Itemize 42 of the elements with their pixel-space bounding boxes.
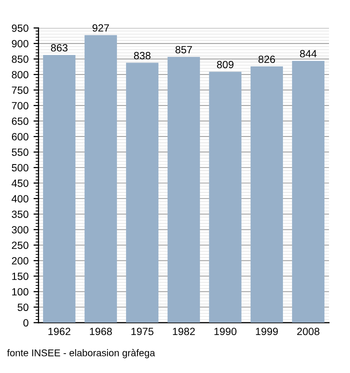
- x-tick-label: 1982: [172, 328, 195, 336]
- y-tick-label: 400: [12, 195, 28, 202]
- y-tick-label: 600: [12, 133, 28, 140]
- bar: [168, 56, 200, 323]
- data-label: 826: [258, 56, 275, 63]
- y-tick-label: 800: [12, 71, 28, 78]
- data-label: 863: [51, 44, 68, 52]
- source-note: fonte INSEE - elaborasion gràfega: [7, 349, 156, 358]
- data-label: 927: [92, 24, 109, 32]
- y-tick-label: 300: [12, 226, 28, 234]
- x-tick-label: 1990: [214, 328, 236, 336]
- x-tick-label: 1968: [90, 328, 112, 336]
- y-tick-label: 100: [12, 288, 28, 296]
- y-tick-label: 50: [18, 304, 28, 312]
- y-tick-label: 700: [12, 102, 28, 110]
- data-label: 838: [134, 52, 150, 60]
- y-tick-label: 850: [12, 55, 28, 63]
- bar: [43, 54, 76, 323]
- y-tick-label: 500: [12, 164, 28, 172]
- y-tick-label: 250: [12, 242, 28, 249]
- bar: [250, 66, 283, 323]
- x-tick-label: 1999: [256, 328, 278, 336]
- data-label: 809: [217, 60, 234, 68]
- y-tick-label: 150: [12, 272, 28, 280]
- y-tick-label: 550: [12, 148, 28, 156]
- bar: [126, 62, 158, 323]
- bar: [292, 60, 324, 323]
- x-tick-label: 1962: [48, 328, 70, 336]
- y-tick-label: 750: [12, 86, 28, 94]
- bar: [209, 72, 242, 323]
- y-tick-label: 950: [12, 24, 28, 32]
- data-label: 857: [176, 46, 192, 54]
- y-tick-label: 350: [12, 210, 28, 218]
- y-tick-label: 0: [23, 319, 28, 327]
- y-tick-label: 650: [12, 118, 28, 125]
- x-tick-label: 1975: [131, 328, 154, 336]
- y-tick-label: 200: [12, 257, 28, 264]
- data-label: 844: [300, 50, 317, 58]
- y-tick-label: 450: [12, 180, 28, 187]
- x-tick-label: 2008: [297, 328, 320, 336]
- y-tick-label: 900: [12, 40, 28, 48]
- bar: [84, 35, 117, 323]
